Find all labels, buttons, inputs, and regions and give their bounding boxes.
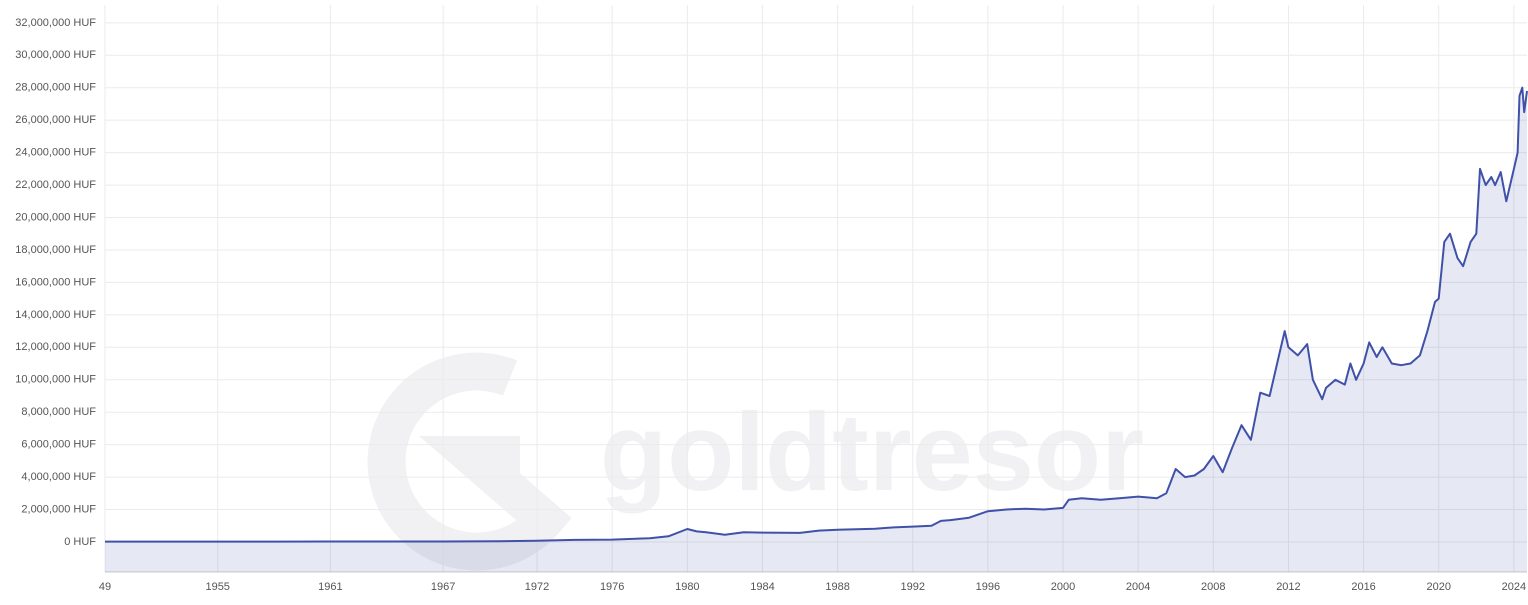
- y-tick-label: 32,000,000 HUF: [15, 17, 96, 29]
- x-tick-label: 1992: [900, 581, 924, 593]
- x-tick-label: 1980: [675, 581, 699, 593]
- y-tick-label: 28,000,000 HUF: [15, 82, 96, 94]
- y-tick-label: 22,000,000 HUF: [15, 179, 96, 191]
- x-tick-label: 2024: [1502, 581, 1526, 593]
- y-tick-label: 24,000,000 HUF: [15, 147, 96, 159]
- watermark: goldtresor: [600, 391, 1144, 514]
- y-tick-label: 4,000,000 HUF: [21, 471, 96, 483]
- y-tick-label: 20,000,000 HUF: [15, 211, 96, 223]
- y-tick-label: 16,000,000 HUF: [15, 276, 96, 288]
- y-tick-label: 30,000,000 HUF: [15, 49, 96, 61]
- x-tick-label: 2020: [1426, 581, 1450, 593]
- x-tick-label: 1972: [525, 581, 549, 593]
- x-tick-label: 1955: [205, 581, 229, 593]
- x-tick-label: 2004: [1126, 581, 1150, 593]
- y-tick-label: 6,000,000 HUF: [21, 439, 96, 451]
- y-tick-label: 18,000,000 HUF: [15, 244, 96, 256]
- x-tick-label: 2016: [1351, 581, 1375, 593]
- y-tick-label: 2,000,000 HUF: [21, 503, 96, 515]
- y-tick-label: 0 HUF: [64, 536, 96, 548]
- x-tick-label: 2000: [1051, 581, 1075, 593]
- x-tick-label: 1976: [600, 581, 624, 593]
- x-tick-label: 1996: [976, 581, 1000, 593]
- y-tick-label: 8,000,000 HUF: [21, 406, 96, 418]
- x-tick-label: 1961: [318, 581, 342, 593]
- x-tick-label: 2012: [1276, 581, 1300, 593]
- y-tick-label: 14,000,000 HUF: [15, 309, 96, 321]
- y-tick-label: 10,000,000 HUF: [15, 374, 96, 386]
- line: [105, 86, 1528, 543]
- logo-mark: [367, 352, 572, 571]
- x-tick-label: 1988: [825, 581, 849, 593]
- x-tick-label: 1967: [431, 581, 455, 593]
- x-tick-label: 49: [99, 581, 111, 593]
- area: [105, 87, 1527, 572]
- x-tick-label: 1984: [750, 581, 774, 593]
- x-tick-label: 2008: [1201, 581, 1225, 593]
- y-tick-label: 26,000,000 HUF: [15, 114, 96, 126]
- watermark-logo: [367, 352, 572, 571]
- y-tick-label: 12,000,000 HUF: [15, 341, 96, 353]
